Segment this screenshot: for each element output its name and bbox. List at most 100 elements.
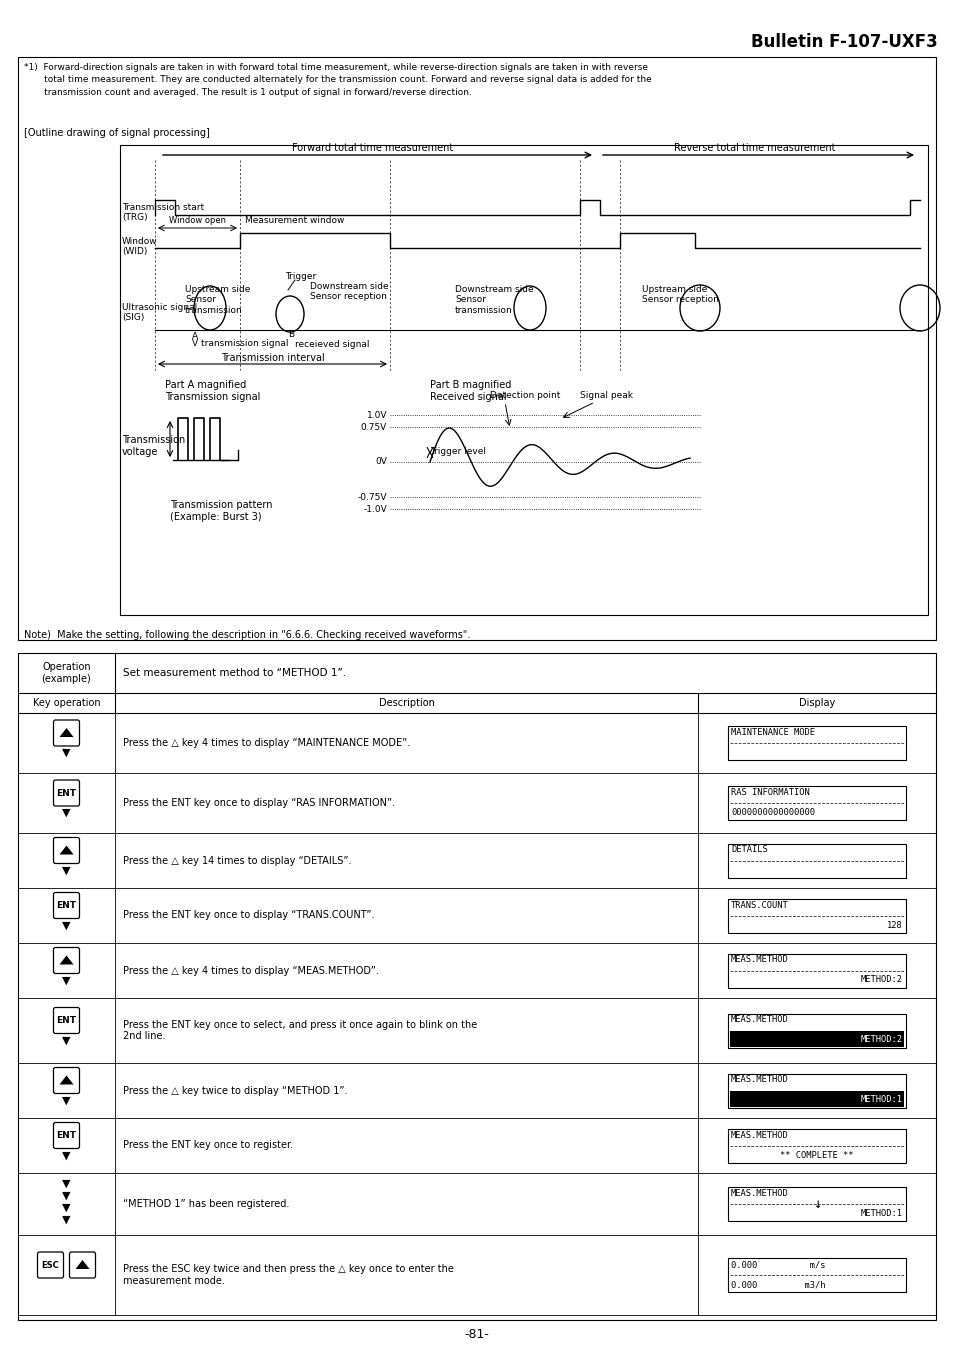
Text: Part A magnified
Transmission signal: Part A magnified Transmission signal xyxy=(165,380,260,401)
Text: 1.0V: 1.0V xyxy=(366,411,387,420)
Text: ▼: ▼ xyxy=(62,748,71,758)
Text: Upstream side
Sensor
transmission: Upstream side Sensor transmission xyxy=(185,285,250,315)
Text: ▼: ▼ xyxy=(62,1151,71,1161)
Text: METHOD:1: METHOD:1 xyxy=(861,1096,902,1105)
Text: -0.75V: -0.75V xyxy=(357,493,387,501)
Polygon shape xyxy=(59,846,73,854)
Bar xyxy=(727,843,905,878)
Text: RAS INFORMATION: RAS INFORMATION xyxy=(730,788,809,797)
Text: Transmission interval: Transmission interval xyxy=(220,353,324,363)
Text: Press the △ key twice to display “METHOD 1”.: Press the △ key twice to display “METHOD… xyxy=(123,1085,347,1096)
Text: Window open: Window open xyxy=(169,216,226,226)
Polygon shape xyxy=(75,1260,90,1269)
Text: Press the ENT key once to register.: Press the ENT key once to register. xyxy=(123,1140,293,1151)
Text: Operation
(example): Operation (example) xyxy=(42,662,91,684)
Text: Set measurement method to “METHOD 1”.: Set measurement method to “METHOD 1”. xyxy=(123,667,346,678)
Text: *1)  Forward-direction signals are taken in with forward total time measurement,: *1) Forward-direction signals are taken … xyxy=(24,63,651,97)
Text: A: A xyxy=(192,332,198,340)
Text: Transmission
voltage: Transmission voltage xyxy=(122,435,185,457)
Bar xyxy=(727,954,905,988)
Text: Press the △ key 4 times to display “MEAS.METHOD”.: Press the △ key 4 times to display “MEAS… xyxy=(123,966,378,975)
Text: [Outline drawing of signal processing]: [Outline drawing of signal processing] xyxy=(24,128,210,138)
Text: receieved signal: receieved signal xyxy=(294,340,369,349)
Bar xyxy=(120,145,927,615)
Bar xyxy=(727,1188,905,1221)
Text: Display: Display xyxy=(798,698,834,708)
Bar xyxy=(18,653,935,1320)
Text: ▼: ▼ xyxy=(62,1192,71,1201)
Text: ▼: ▼ xyxy=(62,1215,71,1225)
Text: Upstream side
Sensor reception: Upstream side Sensor reception xyxy=(641,285,719,304)
Text: V transmission signal: V transmission signal xyxy=(192,339,288,349)
Text: ▼: ▼ xyxy=(62,1035,71,1046)
Text: MEAS.METHOD: MEAS.METHOD xyxy=(730,955,788,965)
Text: “METHOD 1” has been registered.: “METHOD 1” has been registered. xyxy=(123,1198,289,1209)
Text: Measurement window: Measurement window xyxy=(245,216,344,226)
Text: MEAS.METHOD: MEAS.METHOD xyxy=(730,1131,788,1139)
Text: 0.000          m/s: 0.000 m/s xyxy=(730,1260,824,1269)
Text: Ultrasonic signal
(SIG): Ultrasonic signal (SIG) xyxy=(122,303,197,323)
Text: 0.000         m3/h: 0.000 m3/h xyxy=(730,1279,824,1289)
Bar xyxy=(727,1013,905,1047)
Text: -1.0V: -1.0V xyxy=(363,504,387,513)
Text: Part B magnified
Received signal: Part B magnified Received signal xyxy=(430,380,511,401)
Text: METHOD:1: METHOD:1 xyxy=(861,1209,902,1219)
Text: MEAS.METHOD: MEAS.METHOD xyxy=(730,1075,788,1085)
Text: 0000000000000000: 0000000000000000 xyxy=(730,808,814,817)
Bar xyxy=(727,786,905,820)
Text: ENT: ENT xyxy=(56,1131,76,1140)
Text: Reverse total time measurement: Reverse total time measurement xyxy=(674,143,835,153)
Text: ▼: ▼ xyxy=(62,1179,71,1189)
Text: MEAS.METHOD: MEAS.METHOD xyxy=(730,1016,788,1024)
Text: 0.75V: 0.75V xyxy=(360,423,387,431)
Text: MAINTENANCE MODE: MAINTENANCE MODE xyxy=(730,728,814,738)
Text: ENT: ENT xyxy=(56,901,76,911)
Text: -81-: -81- xyxy=(464,1328,489,1342)
Bar xyxy=(727,1128,905,1162)
Text: Trigger level: Trigger level xyxy=(430,447,485,457)
Text: Transmission pattern
(Example: Burst 3): Transmission pattern (Example: Burst 3) xyxy=(170,500,273,521)
Polygon shape xyxy=(59,1075,73,1085)
Text: ▼: ▼ xyxy=(62,866,71,875)
Text: Window
(WID): Window (WID) xyxy=(122,236,157,257)
Text: Transmission start
(TRG): Transmission start (TRG) xyxy=(122,203,204,223)
Text: Press the ENT key once to display “RAS INFORMATION”.: Press the ENT key once to display “RAS I… xyxy=(123,798,395,808)
Text: TRANS.COUNT: TRANS.COUNT xyxy=(730,901,788,909)
Text: 128: 128 xyxy=(886,920,902,929)
Text: Signal peak: Signal peak xyxy=(579,390,633,400)
Text: Description: Description xyxy=(378,698,434,708)
Text: Press the △ key 4 times to display “MAINTENANCE MODE”.: Press the △ key 4 times to display “MAIN… xyxy=(123,738,410,748)
Text: ENT: ENT xyxy=(56,789,76,797)
Text: Press the ENT key once to select, and press it once again to blink on the
2nd li: Press the ENT key once to select, and pr… xyxy=(123,1020,476,1042)
Bar xyxy=(18,57,935,640)
Bar xyxy=(727,898,905,932)
Text: Press the △ key 14 times to display “DETAILS”.: Press the △ key 14 times to display “DET… xyxy=(123,855,351,866)
Text: Press the ENT key once to display “TRANS.COUNT”.: Press the ENT key once to display “TRANS… xyxy=(123,911,375,920)
Text: METHOD:2: METHOD:2 xyxy=(861,975,902,985)
Text: Forward total time measurement: Forward total time measurement xyxy=(292,143,453,153)
Text: Key operation: Key operation xyxy=(32,698,100,708)
Bar xyxy=(727,1074,905,1108)
Text: Trigger: Trigger xyxy=(285,272,315,281)
Text: Downstream side
Sensor reception: Downstream side Sensor reception xyxy=(310,282,388,301)
Text: 0V: 0V xyxy=(375,458,387,466)
Text: ▼: ▼ xyxy=(62,1096,71,1105)
Text: ▼: ▼ xyxy=(62,1202,71,1213)
Bar xyxy=(729,1090,903,1106)
Text: ▼: ▼ xyxy=(62,975,71,985)
Text: MEAS.METHOD: MEAS.METHOD xyxy=(730,1189,788,1198)
Text: Downstream side
Sensor
transmission: Downstream side Sensor transmission xyxy=(455,285,533,315)
Text: ↓: ↓ xyxy=(812,1197,821,1210)
Polygon shape xyxy=(59,955,73,965)
Text: Note)  Make the setting, following the description in "6.6.6. Checking received : Note) Make the setting, following the de… xyxy=(24,630,470,640)
Polygon shape xyxy=(59,728,73,738)
Text: Detection point: Detection point xyxy=(490,390,559,400)
Text: Bulletin F-107-UXF3: Bulletin F-107-UXF3 xyxy=(750,32,937,51)
Bar xyxy=(727,1258,905,1292)
Text: ▼: ▼ xyxy=(62,808,71,817)
Text: B: B xyxy=(288,330,294,339)
Bar xyxy=(727,725,905,761)
Text: DETAILS: DETAILS xyxy=(730,846,767,854)
Text: ** COMPLETE **: ** COMPLETE ** xyxy=(780,1151,853,1159)
Text: ENT: ENT xyxy=(56,1016,76,1025)
